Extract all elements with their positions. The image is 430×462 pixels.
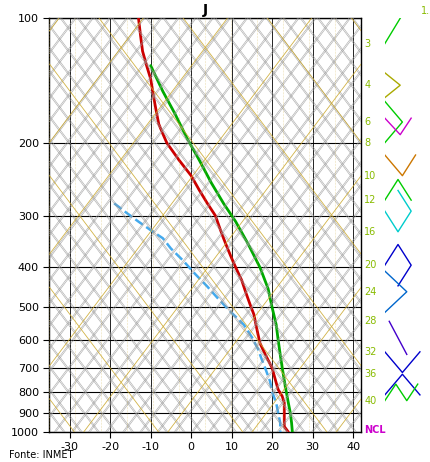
Text: Fonte: INMET: Fonte: INMET — [9, 450, 73, 460]
Text: 36: 36 — [364, 369, 376, 379]
Text: 4: 4 — [364, 80, 370, 90]
Text: 10: 10 — [364, 170, 376, 181]
Text: 8: 8 — [364, 138, 370, 148]
Text: 20: 20 — [364, 260, 377, 270]
Text: 1.5: 1.5 — [421, 6, 430, 16]
Text: 24: 24 — [364, 287, 377, 297]
Text: 16: 16 — [364, 227, 376, 237]
Text: 3: 3 — [364, 39, 370, 49]
Text: 12: 12 — [364, 195, 377, 205]
Title: J: J — [203, 3, 208, 17]
Text: 40: 40 — [364, 395, 376, 406]
Text: 32: 32 — [364, 347, 377, 357]
Text: 28: 28 — [364, 316, 377, 326]
Text: 6: 6 — [364, 117, 370, 127]
Text: NCL: NCL — [364, 425, 386, 435]
